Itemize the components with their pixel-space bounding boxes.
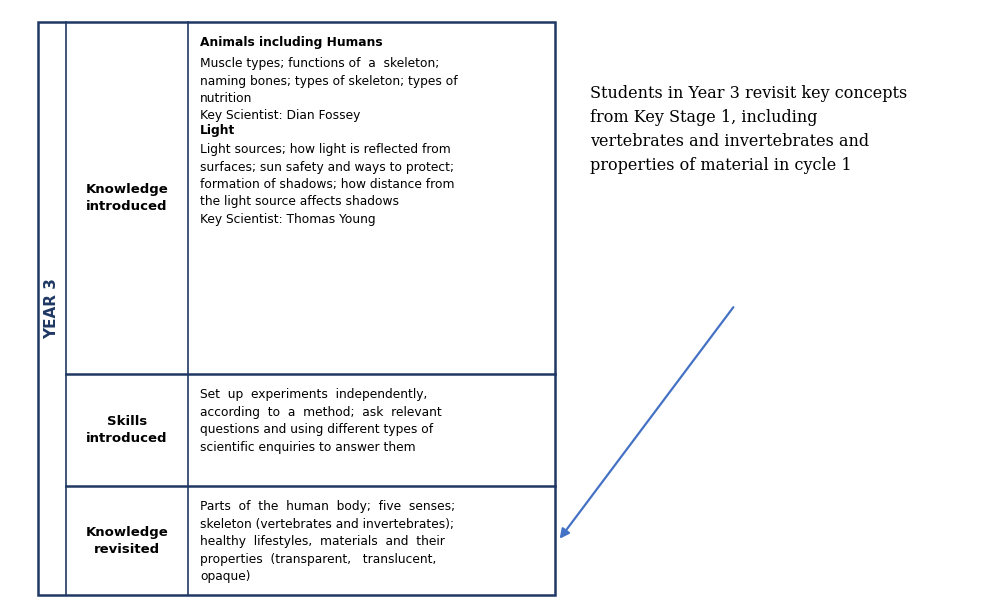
Text: YEAR 3: YEAR 3 [45, 278, 60, 339]
Text: Parts  of  the  human  body;  five  senses;
skeleton (vertebrates and invertebra: Parts of the human body; five senses; sk… [200, 500, 455, 583]
Text: Students in Year 3 revisit key concepts
from Key Stage 1, including
vertebrates : Students in Year 3 revisit key concepts … [590, 85, 907, 175]
Text: Knowledge
revisited: Knowledge revisited [86, 525, 168, 555]
Text: Light: Light [200, 124, 235, 137]
Text: Animals including Humans: Animals including Humans [200, 36, 382, 49]
Text: Light sources; how light is reflected from
surfaces; sun safety and ways to prot: Light sources; how light is reflected fr… [200, 143, 454, 226]
Text: Knowledge
introduced: Knowledge introduced [86, 183, 168, 213]
Text: Skills
introduced: Skills introduced [87, 415, 167, 445]
Bar [38, 22, 555, 595]
Text: Muscle types; functions of  a  skeleton;
naming bones; types of skeleton; types : Muscle types; functions of a skeleton; n… [200, 57, 457, 123]
Text: Set  up  experiments  independently,
according  to  a  method;  ask  relevant
qu: Set up experiments independently, accord… [200, 389, 442, 454]
